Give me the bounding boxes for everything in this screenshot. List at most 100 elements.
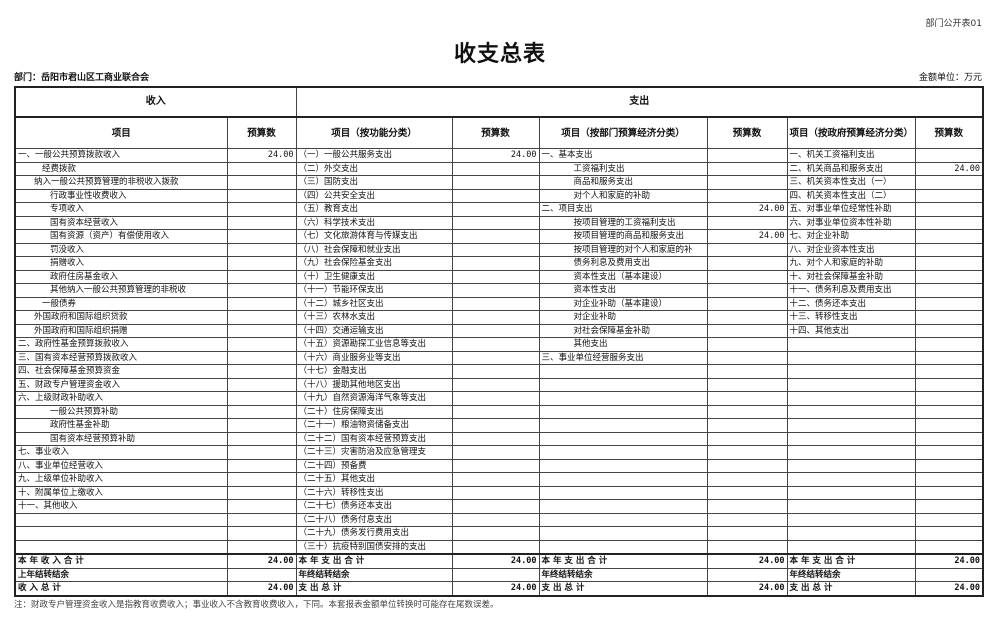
gov_economic-amount [914,242,984,257]
functional-amount [451,242,540,257]
income-item [14,539,228,555]
functional-item: （九）社会保险基金支出 [295,256,453,271]
gov_economic-amount [914,512,984,527]
functional-item: （二十九）债务发行费用支出 [295,526,453,541]
gov_economic-amount [914,445,984,460]
dept_economic-item: 债务利息及费用支出 [538,256,708,271]
functional-amount [451,310,540,325]
table-row: 经费拨款 （二）外交支出 工资福利支出 二、机关商品和服务支出 24.00 [14,161,984,176]
functional-amount [451,296,540,311]
column-header-row: 项目 预算数 项目（按功能分类） 预算数 项目（按部门预算经济分类） 预算数 项… [14,116,984,149]
income-item: 行政事业性收费收入 [14,188,228,203]
dept_economic-amount [706,512,788,527]
gov_economic-amount [914,377,984,392]
functional-amount [451,472,540,487]
gov_economic-item: 十四、其他支出 [786,323,916,338]
gov_economic-amount [914,148,984,163]
functional-item: （二十一）粮油物资储备支出 [295,418,453,433]
gov_economic-amount [914,364,984,379]
gov_economic-item [786,377,916,392]
income-amount [226,485,297,500]
col-header: 项目（按功能分类） [295,116,453,149]
gov_economic-item [786,512,916,527]
dept_economic-amount [706,256,788,271]
table-row: （二十九）债务发行费用支出 [14,526,984,541]
total-amount [914,567,984,582]
income-item: 捐赠收入 [14,256,228,271]
dept_economic-amount [706,310,788,325]
dept_economic-item [538,512,708,527]
gov_economic-item [786,458,916,473]
total-row: 上年结转结余 年终结转结余 年终结转结余 年终结转结余 [14,567,984,582]
col-header: 预算数 [226,116,297,149]
functional-item: （十七）金融支出 [295,364,453,379]
functional-amount [451,256,540,271]
functional-item: （六）科学技术支出 [295,215,453,230]
functional-amount [451,364,540,379]
income-amount [226,256,297,271]
dept_economic-amount: 24.00 [706,202,788,217]
gov_economic-amount [914,229,984,244]
dept_economic-item: 按项目管理的商品和服务支出 [538,229,708,244]
gov_economic-item: 四、机关资本性支出（二） [786,188,916,203]
income-item: 五、财政专户管理资金收入 [14,377,228,392]
dept_economic-item [538,458,708,473]
functional-amount [451,431,540,446]
gov_economic-amount [914,472,984,487]
total-amount [226,567,297,582]
income-amount [226,350,297,365]
total-label: 本 年 收 入 合 计 [14,553,228,569]
functional-item: （二十八）债务付息支出 [295,512,453,527]
dept_economic-item: 其他支出 [538,337,708,352]
functional-item: （二十五）其他支出 [295,472,453,487]
dept_economic-item: 按项目管理的对个人和家庭的补 [538,242,708,257]
gov_economic-item: 十三、转移性支出 [786,310,916,325]
gov_economic-amount [914,215,984,230]
gov_economic-item [786,445,916,460]
income-amount [226,512,297,527]
gov_economic-amount [914,485,984,500]
functional-item: （二十七）债务还本支出 [295,499,453,514]
gov_economic-item [786,404,916,419]
dept_economic-item [538,418,708,433]
col-header: 项目（按政府预算经济分类） [786,116,916,149]
functional-amount [451,188,540,203]
total-label: 年终结转结余 [786,567,916,582]
gov_economic-item: 十一、债务利息及费用支出 [786,283,916,298]
total-amount [706,567,788,582]
gov_economic-item: 六、对事业单位资本性补助 [786,215,916,230]
income-amount [226,215,297,230]
dept_economic-amount [706,377,788,392]
functional-item: （二）外交支出 [295,161,453,176]
gov_economic-item [786,391,916,406]
income-item: 四、社会保障基金预算资金 [14,364,228,379]
functional-item: （十三）农林水支出 [295,310,453,325]
gov_economic-amount [914,391,984,406]
dept_economic-amount [706,539,788,555]
gov_economic-amount [914,296,984,311]
gov_economic-amount [914,499,984,514]
gov_economic-item [786,485,916,500]
functional-item: （五）教育支出 [295,202,453,217]
functional-amount [451,175,540,190]
table-row: 七、事业收入 （二十三）灾害防治及应急管理支 [14,445,984,460]
functional-item: （八）社会保障和就业支出 [295,242,453,257]
total-amount: 24.00 [226,581,297,596]
income-amount [226,377,297,392]
dept_economic-item [538,391,708,406]
table-row: 八、事业单位经营收入 （二十四）预备费 [14,458,984,473]
dept_economic-item [538,539,708,555]
total-label: 收 入 总 计 [14,581,228,596]
table-row: 一、一般公共预算拨款收入 24.00 （一）一般公共服务支出 24.00 一、基本支出一… [14,148,984,163]
dept_economic-item [538,499,708,514]
gov_economic-item: 二、机关商品和服务支出 [786,161,916,176]
gov_economic-item [786,350,916,365]
income-amount [226,188,297,203]
functional-item: （二十二）国有资本经营预算支出 [295,431,453,446]
gov_economic-amount [914,202,984,217]
table-row: 纳入一般公共预算管理的非税收入拨款 （三）国防支出 商品和服务支出 三、机关资本性支出… [14,175,984,190]
functional-item: （二十四）预备费 [295,458,453,473]
income-item [14,512,228,527]
dept_economic-item [538,377,708,392]
dept_economic-amount [706,431,788,446]
